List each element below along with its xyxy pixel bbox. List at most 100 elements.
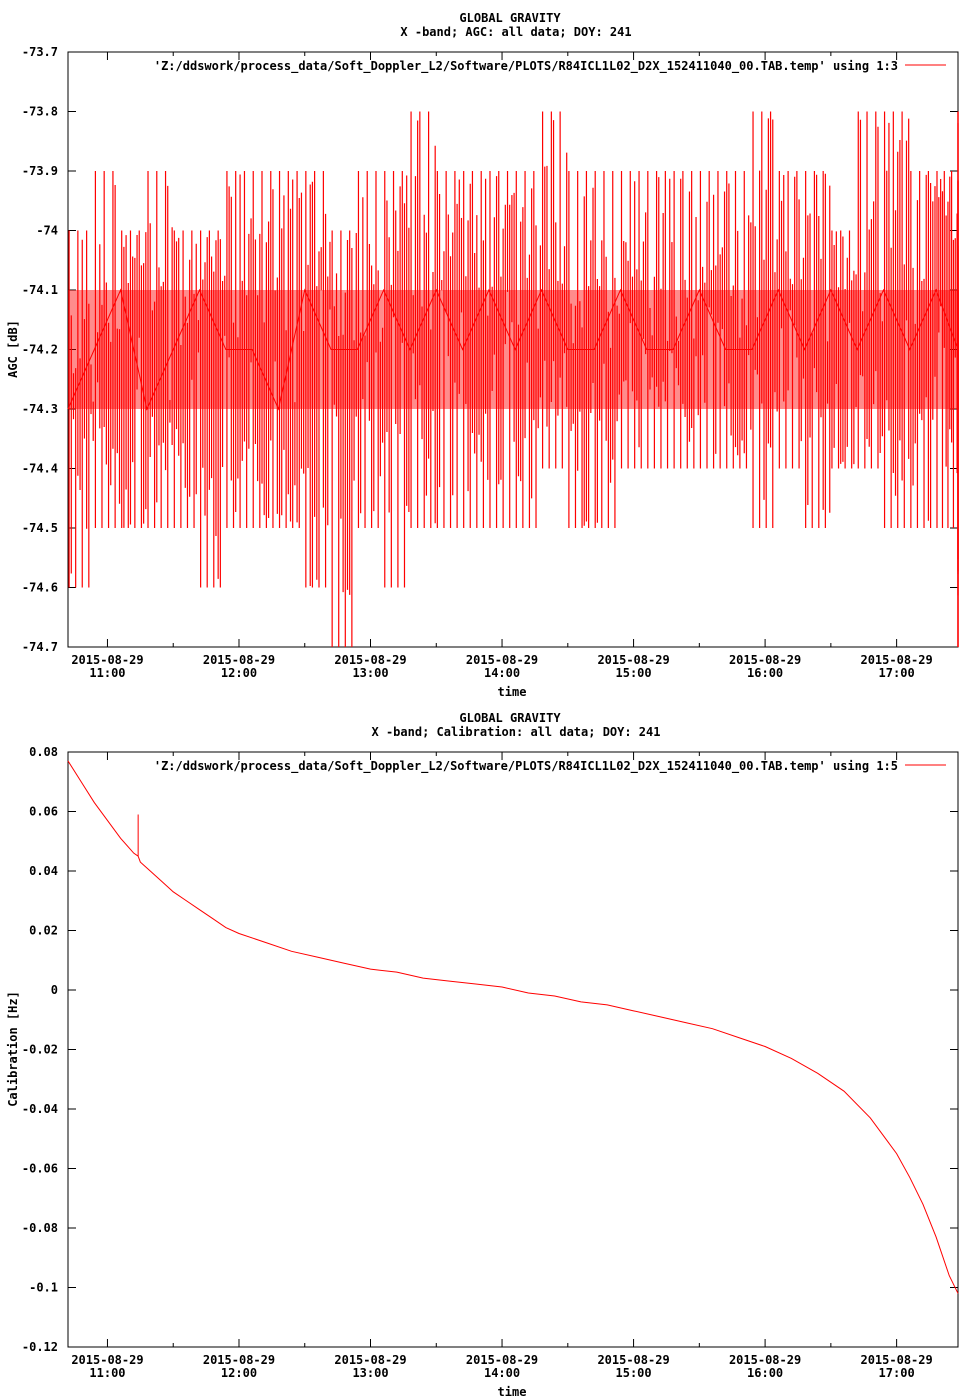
agc-band xyxy=(830,290,858,409)
chart-subtitle: X -band; Calibration: all data; DOY: 241 xyxy=(372,725,661,739)
x-tick-label-time: 13:00 xyxy=(352,666,388,680)
series-agc xyxy=(67,111,959,647)
agc-band xyxy=(146,290,174,409)
series-line xyxy=(67,288,959,411)
agc-band xyxy=(252,290,279,409)
y-axis-label: Calibration [Hz] xyxy=(6,991,20,1107)
y-tick-label: -0.12 xyxy=(22,1340,58,1354)
agc-band xyxy=(409,290,437,409)
x-tick-label-time: 15:00 xyxy=(616,666,652,680)
y-tick-label: 0.06 xyxy=(29,805,58,819)
agc-band xyxy=(94,290,121,409)
chart-title: GLOBAL GRAVITY xyxy=(459,11,561,25)
agc-band xyxy=(515,290,542,409)
tick-marks xyxy=(68,751,958,1348)
x-tick-label-date: 2015-08-29 xyxy=(334,653,406,667)
legend-label: 'Z:/ddswork/process_data/Soft_Doppler_L2… xyxy=(154,759,898,774)
agc-band xyxy=(804,290,831,409)
y-tick-label: 0.02 xyxy=(29,924,58,938)
x-tick-label-date: 2015-08-29 xyxy=(860,653,932,667)
x-tick-label-time: 15:00 xyxy=(616,1366,652,1380)
x-tick-label-date: 2015-08-29 xyxy=(203,1353,275,1367)
y-tick-label: -74.4 xyxy=(22,462,58,476)
legend: 'Z:/ddswork/process_data/Soft_Doppler_L2… xyxy=(154,759,946,774)
y-tick-label: 0.04 xyxy=(29,864,58,878)
agc-band xyxy=(436,290,463,409)
y-tick-label: -74.7 xyxy=(22,640,58,654)
agc-band xyxy=(936,290,958,409)
agc-band xyxy=(883,290,910,409)
x-tick-label-date: 2015-08-29 xyxy=(860,1353,932,1367)
x-tick-label-time: 14:00 xyxy=(484,666,520,680)
y-axis-label: AGC [dB] xyxy=(6,320,20,378)
agc-band xyxy=(673,290,700,409)
y-tick-label: -0.06 xyxy=(22,1162,58,1176)
agc-band xyxy=(620,290,647,409)
agc-band xyxy=(199,290,226,409)
agc-band xyxy=(68,290,95,409)
x-tick-label-date: 2015-08-29 xyxy=(597,653,669,667)
agc-band xyxy=(778,290,805,409)
agc-chart: GLOBAL GRAVITY X -band; AGC: all data; D… xyxy=(6,11,959,699)
y-tick-label: -73.8 xyxy=(22,105,58,119)
y-tick-label: -0.04 xyxy=(22,1102,58,1116)
legend: 'Z:/ddswork/process_data/Soft_Doppler_L2… xyxy=(154,59,946,74)
y-tick-labels: 0.08 0.06 0.04 0.02 0 -0.02 -0.04 -0.06 -0.08 -0.… xyxy=(22,745,58,1354)
y-tick-label: -0.1 xyxy=(29,1281,58,1295)
agc-band xyxy=(462,290,489,409)
x-tick-label-date: 2015-08-29 xyxy=(729,653,801,667)
x-tick-label-time: 11:00 xyxy=(89,1366,125,1380)
x-tick-label-date: 2015-08-29 xyxy=(334,1353,406,1367)
y-tick-label: -73.9 xyxy=(22,164,58,178)
y-tick-label: 0 xyxy=(51,983,58,997)
y-tick-label: -0.02 xyxy=(22,1043,58,1057)
x-tick-label-time: 12:00 xyxy=(221,1366,257,1380)
agc-band xyxy=(699,290,726,409)
x-tick-label-time: 16:00 xyxy=(747,666,783,680)
x-tick-label-date: 2015-08-29 xyxy=(71,653,143,667)
x-tick-label-date: 2015-08-29 xyxy=(597,1353,669,1367)
agc-band xyxy=(357,290,384,409)
agc-band xyxy=(488,290,516,409)
agc-band xyxy=(857,290,884,409)
agc-band xyxy=(958,290,959,409)
agc-band xyxy=(173,290,200,409)
y-tick-label: -74.3 xyxy=(22,402,58,416)
x-tick-label-date: 2015-08-29 xyxy=(729,1353,801,1367)
y-tick-label: -74.6 xyxy=(22,581,58,595)
x-tick-labels: 2015-08-2911:002015-08-2912:002015-08-29… xyxy=(71,653,932,680)
chart-subtitle: X -band; AGC: all data; DOY: 241 xyxy=(400,25,631,39)
y-tick-label: -0.08 xyxy=(22,1221,58,1235)
series-calibration xyxy=(67,760,959,1294)
y-tick-label: -74 xyxy=(36,224,58,238)
x-tick-label-time: 12:00 xyxy=(221,666,257,680)
agc-band xyxy=(383,290,410,409)
y-tick-labels: -73.7 -73.8 -73.9 -74 -74.1 -74.2 -74.3 -74.4 -7… xyxy=(22,45,58,654)
y-tick-label: -74.1 xyxy=(22,283,58,297)
x-tick-label-time: 13:00 xyxy=(352,1366,388,1380)
agc-band xyxy=(541,290,568,409)
x-tick-label-date: 2015-08-29 xyxy=(466,1353,538,1367)
x-tick-label-date: 2015-08-29 xyxy=(466,653,538,667)
y-tick-label: 0.08 xyxy=(29,745,58,759)
x-axis-label: time xyxy=(498,685,527,699)
y-tick-label: -74.2 xyxy=(22,343,58,357)
y-tick-label: -73.7 xyxy=(22,45,58,59)
calibration-chart: GLOBAL GRAVITY X -band; Calibration: all… xyxy=(6,711,959,1399)
series-line xyxy=(67,760,959,1294)
x-tick-label-time: 17:00 xyxy=(879,666,915,680)
chart-title: GLOBAL GRAVITY xyxy=(459,711,561,725)
agc-band xyxy=(594,290,621,409)
x-tick-label-time: 16:00 xyxy=(747,1366,783,1380)
x-axis-label: time xyxy=(498,1385,527,1399)
x-tick-label-time: 14:00 xyxy=(484,1366,520,1380)
x-tick-label-time: 17:00 xyxy=(879,1366,915,1380)
x-tick-label-date: 2015-08-29 xyxy=(71,1353,143,1367)
plot-frame xyxy=(67,751,959,1348)
x-tick-labels: 2015-08-2911:002015-08-2912:002015-08-29… xyxy=(71,1353,932,1380)
agc-band xyxy=(909,290,937,409)
x-tick-label-date: 2015-08-29 xyxy=(203,653,275,667)
x-tick-label-time: 11:00 xyxy=(89,666,125,680)
agc-band xyxy=(304,290,332,409)
